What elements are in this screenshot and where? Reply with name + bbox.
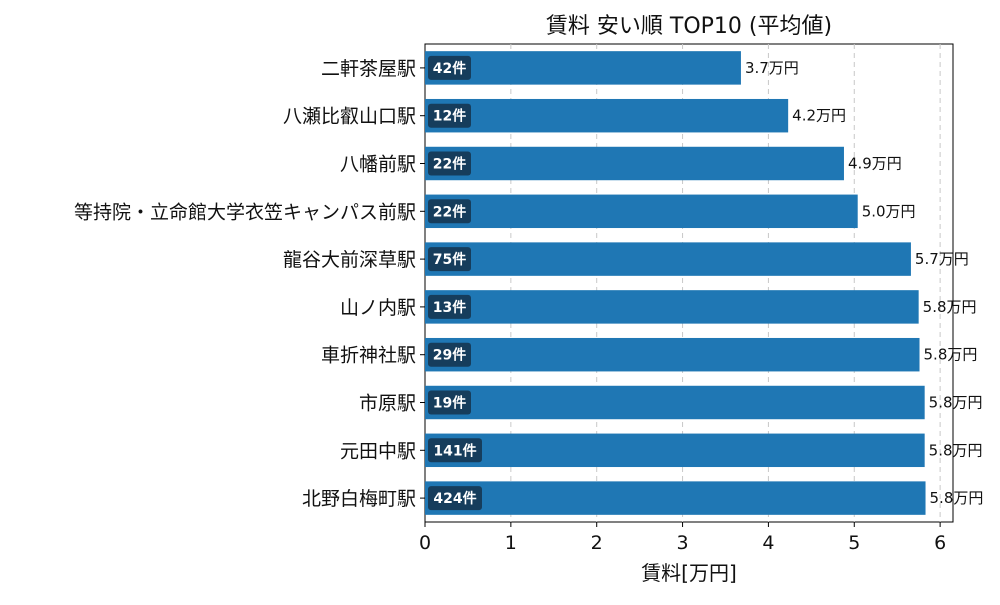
bar (425, 146, 844, 181)
count-label: 12件 (433, 108, 466, 125)
bars: 42件 3.7万円 12件 4.2万円 22件 4.9万円 22件 5.0万円 75件 5.7万円… (425, 51, 983, 515)
x-tick-label: 3 (677, 532, 689, 554)
value-label: 5.7万円 (915, 250, 969, 268)
value-label: 4.2万円 (792, 107, 846, 125)
count-badge (428, 247, 471, 272)
y-category-label: 八瀬比叡山口駅 (283, 106, 416, 128)
count-label: 19件 (433, 395, 466, 412)
count-badge (428, 294, 471, 319)
count-label: 22件 (433, 156, 466, 173)
value-label: 5.8万円 (929, 441, 983, 459)
bar (425, 51, 741, 85)
bar (425, 385, 925, 420)
value-label: 5.8万円 (924, 346, 978, 364)
count-badge (428, 199, 471, 224)
x-tick-label: 0 (419, 532, 431, 554)
count-badge (428, 55, 471, 80)
count-label: 75件 (433, 251, 466, 268)
x-tick-label: 1 (505, 532, 517, 554)
x-axis-ticks: 0 1 2 3 4 5 6 (419, 522, 946, 554)
bar (425, 194, 858, 229)
chart-title: 賃料 安い順 TOP10 (平均値) (546, 14, 832, 39)
bar (425, 290, 919, 324)
count-badge (428, 103, 471, 128)
value-label: 5.8万円 (923, 298, 977, 316)
value-label: 3.7万円 (745, 59, 799, 77)
y-category-label: 車折神社駅 (321, 345, 416, 367)
count-label: 141件 (433, 442, 476, 459)
count-label: 13件 (433, 299, 466, 316)
count-badge (428, 390, 471, 415)
x-tick-label: 4 (762, 532, 774, 554)
count-label: 22件 (433, 203, 466, 220)
count-label: 42件 (433, 60, 466, 77)
y-axis-category-labels: 二軒茶屋駅八瀬比叡山口駅八幡前駅等持院・立命館大学衣笠キャンパス前駅龍谷大前深草… (74, 58, 425, 510)
count-badge (428, 151, 471, 176)
x-tick-label: 5 (848, 532, 860, 554)
x-tick-label: 2 (591, 532, 603, 554)
x-tick-label: 6 (934, 532, 946, 554)
count-badge (428, 342, 471, 367)
count-label: 424件 (433, 490, 476, 507)
y-category-label: 龍谷大前深草駅 (283, 249, 416, 271)
count-badge (428, 486, 482, 511)
bar (425, 337, 920, 372)
y-category-label: 北野白梅町駅 (302, 488, 416, 510)
y-category-label: 等持院・立命館大学衣笠キャンパス前駅 (74, 201, 416, 223)
y-category-label: 元田中駅 (340, 440, 416, 462)
bar (425, 242, 911, 276)
y-category-label: 八幡前駅 (340, 154, 416, 176)
count-badge (428, 438, 482, 463)
bar (425, 433, 925, 468)
bar (425, 98, 789, 133)
value-label: 5.0万円 (862, 202, 916, 220)
count-label: 29件 (433, 347, 466, 364)
y-category-label: 二軒茶屋駅 (321, 58, 416, 80)
y-category-label: 山ノ内駅 (340, 297, 416, 319)
bar (425, 481, 926, 515)
x-axis-title: 賃料[万円] (641, 561, 737, 585)
value-label: 4.9万円 (848, 155, 902, 173)
y-category-label: 市原駅 (359, 393, 416, 415)
value-label: 5.8万円 (929, 394, 983, 412)
value-label: 5.8万円 (930, 489, 984, 507)
